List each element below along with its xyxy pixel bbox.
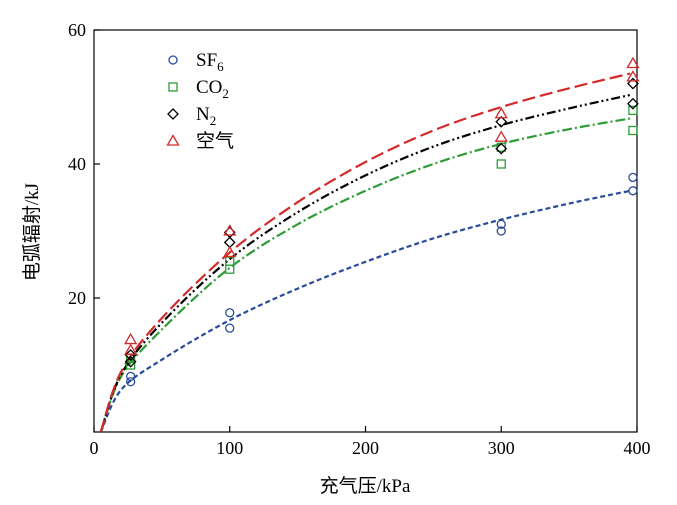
data-point-series-1 xyxy=(628,105,638,116)
data-point-series-3 xyxy=(124,332,138,345)
data-point-series-0 xyxy=(496,226,506,236)
x-tick-label: 0 xyxy=(90,438,99,458)
x-tick-label: 400 xyxy=(624,438,651,458)
data-point-series-3 xyxy=(494,106,508,119)
legend-label-series-0: SF6 xyxy=(196,50,224,74)
data-points xyxy=(124,56,640,387)
y-tick-label: 20 xyxy=(68,288,86,308)
data-point-series-0 xyxy=(628,172,638,183)
y-tick-label: 60 xyxy=(68,20,86,40)
x-tick-label: 200 xyxy=(352,438,379,458)
data-point-series-3 xyxy=(223,224,237,236)
legend-marker-series-0 xyxy=(168,55,178,65)
axes: 0 100 200 300 400 20 40 60 xyxy=(68,20,651,458)
legend-marker-series-1 xyxy=(168,82,178,92)
data-point-series-3 xyxy=(626,70,640,82)
data-point-series-3 xyxy=(494,130,508,142)
data-point-series-3 xyxy=(124,343,138,355)
data-point-series-0 xyxy=(496,219,506,229)
legend-label-series-3: 空气 xyxy=(196,130,234,152)
data-point-series-2 xyxy=(495,142,508,155)
data-point-series-1 xyxy=(628,125,638,136)
legend-marker-series-3 xyxy=(166,134,180,146)
fit-curves xyxy=(99,72,631,433)
plot-frame xyxy=(93,29,638,433)
y-axis-label: 电弧辐射/kJ xyxy=(21,183,43,281)
legend-marker-series-2 xyxy=(167,108,179,120)
data-point-series-1 xyxy=(225,256,235,266)
data-point-series-0 xyxy=(225,323,235,333)
data-point-series-3 xyxy=(626,56,640,69)
fit-curve-series-3 xyxy=(99,72,631,433)
data-point-series-2 xyxy=(124,355,137,368)
data-point-series-0 xyxy=(225,308,235,318)
fit-curve-series-1 xyxy=(99,117,631,433)
legend-label-series-2: N2 xyxy=(196,104,216,128)
data-point-series-2 xyxy=(495,115,508,128)
data-point-series-0 xyxy=(126,371,136,382)
data-point-series-3 xyxy=(223,245,237,258)
fit-curve-series-2 xyxy=(99,93,631,433)
data-point-series-1 xyxy=(126,360,136,370)
legend-label-series-1: CO2 xyxy=(196,77,229,101)
data-point-series-2 xyxy=(627,97,639,110)
x-tick-label: 100 xyxy=(216,438,243,458)
x-axis-label: 充气压/kPa xyxy=(320,475,411,497)
data-point-series-0 xyxy=(126,377,136,387)
fit-curve-series-0 xyxy=(99,189,631,433)
data-point-series-2 xyxy=(627,77,639,90)
data-point-series-2 xyxy=(124,349,137,361)
data-point-series-0 xyxy=(628,186,638,196)
x-tick-label: 300 xyxy=(488,438,515,458)
data-point-series-1 xyxy=(496,159,506,169)
y-tick-label: 40 xyxy=(68,154,86,174)
